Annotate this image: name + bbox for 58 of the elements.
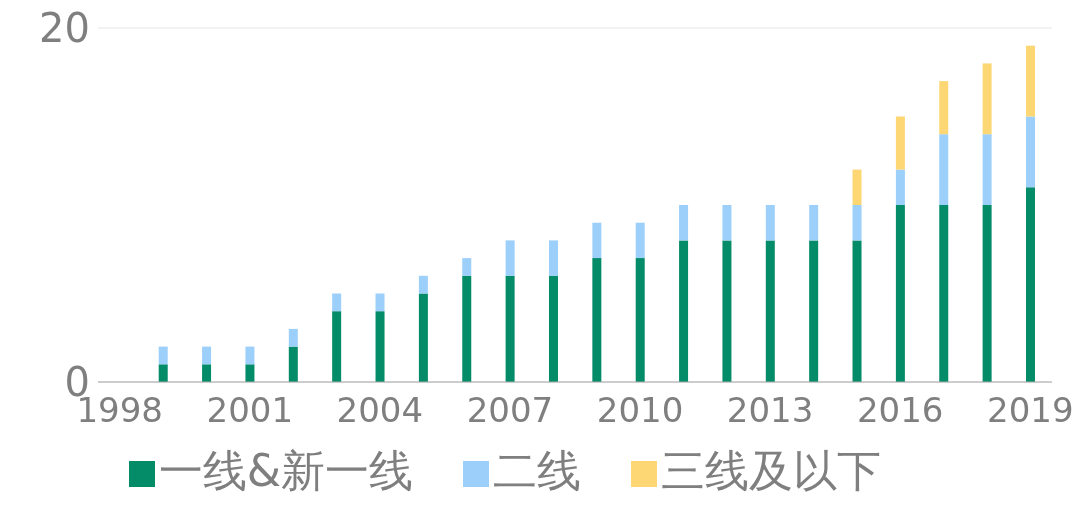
bar (332, 293, 342, 312)
bar (505, 275, 515, 382)
bar (505, 240, 515, 276)
bar (722, 240, 732, 382)
x-tick-label: 2007 (466, 390, 554, 431)
bar (765, 240, 775, 382)
bar (288, 328, 298, 347)
bar (1025, 116, 1035, 188)
bar (895, 205, 905, 382)
bar (765, 205, 775, 241)
bar (679, 240, 689, 382)
x-tick-label: 2016 (856, 390, 944, 431)
bar (1025, 45, 1035, 117)
bar (852, 240, 862, 382)
bar (679, 205, 689, 241)
legend-label: 二线 (493, 445, 582, 496)
x-tick-label: 2001 (206, 390, 294, 431)
bar (635, 222, 645, 259)
bar (982, 205, 992, 382)
x-tick-label: 2013 (726, 390, 814, 431)
y-tick-label: 20 (39, 5, 90, 52)
bar (852, 205, 862, 241)
bar (592, 258, 602, 382)
bar (852, 169, 862, 205)
bar (939, 81, 949, 135)
bar (462, 275, 472, 382)
bar (809, 205, 819, 241)
bar (245, 346, 255, 365)
bar (895, 116, 905, 170)
bar (202, 346, 212, 365)
bar (1025, 187, 1035, 382)
bar (809, 240, 819, 382)
bar (375, 293, 385, 312)
x-tick-label: 2010 (596, 390, 684, 431)
x-tick-label: 2004 (336, 390, 424, 431)
bar (939, 205, 949, 382)
bar (895, 169, 905, 205)
bar (635, 258, 645, 382)
bar (332, 311, 342, 382)
legend-label: 三线及以下 (661, 445, 882, 496)
bar (288, 346, 298, 382)
x-tick-label: 2019 (987, 390, 1074, 431)
bar (158, 346, 168, 365)
bar (548, 275, 558, 382)
bar (722, 205, 732, 241)
bar (202, 364, 212, 382)
legend-label: 一线&新一线 (158, 445, 414, 496)
bar (982, 134, 992, 205)
bar (548, 240, 558, 276)
bar (982, 63, 992, 135)
bar (375, 311, 385, 382)
bar (245, 364, 255, 382)
bar (158, 364, 168, 382)
bar (592, 222, 602, 259)
bar (462, 258, 472, 276)
bar (418, 275, 428, 294)
bar (418, 293, 428, 382)
bar (939, 134, 949, 205)
